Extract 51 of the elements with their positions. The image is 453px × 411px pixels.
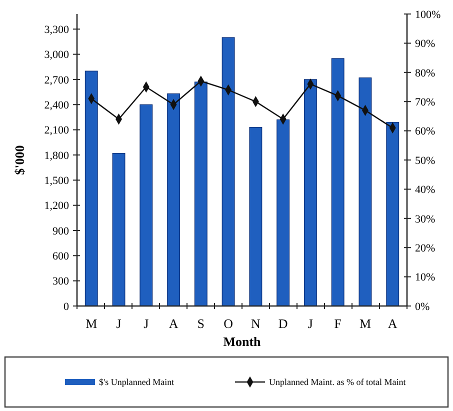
x-tick-label: N	[251, 316, 261, 331]
y-tick-label: 1,200	[44, 200, 70, 212]
legend-label: Unplanned Maint. as % of total Maint	[269, 377, 406, 388]
bar	[112, 152, 126, 306]
y-tick-label: 1,500	[44, 174, 70, 187]
y2-tick-label: 50%	[415, 154, 436, 167]
bar	[331, 58, 344, 306]
y2-tick-label: 20%	[415, 242, 436, 254]
bar	[84, 70, 98, 306]
x-tick-label: D	[278, 316, 288, 331]
y-tick-label: 2,700	[44, 74, 70, 86]
x-tick-label: A	[388, 316, 398, 331]
x-tick-label: J	[116, 316, 122, 331]
y2-tick-label: 10%	[415, 272, 436, 284]
y-tick-label: 900	[52, 225, 70, 238]
y2-tick-label: 80%	[415, 67, 436, 80]
y2-tick-label: 90%	[415, 38, 436, 50]
bar	[386, 122, 400, 306]
y2-tick-label: 100%	[415, 8, 441, 21]
y2-tick-label: 70%	[415, 96, 436, 108]
x-tick-label: M	[359, 316, 372, 331]
y2-tick-label: 0%	[415, 300, 430, 313]
y2-tick-label: 30%	[415, 213, 436, 226]
x-tick-label: J	[144, 316, 149, 331]
bar	[167, 93, 180, 306]
y-tick-label: 3,000	[44, 49, 70, 62]
x-tick-label: J	[308, 316, 313, 331]
y-tick-label: 2,400	[44, 99, 70, 112]
y2-tick-label: 40%	[415, 184, 436, 196]
bar	[358, 77, 372, 306]
x-tick-label: M	[86, 316, 98, 331]
y-tick-label: 300	[52, 276, 70, 288]
y-tick-label: 1,800	[44, 150, 70, 162]
x-tick-label: O	[224, 316, 233, 331]
x-tick-label: A	[168, 316, 179, 331]
y2-tick-label: 60%	[415, 126, 436, 138]
bar	[276, 119, 290, 306]
x-tick-label: S	[197, 316, 205, 331]
bar	[140, 104, 153, 306]
bar	[222, 37, 235, 306]
y-tick-label: 2,100	[44, 124, 70, 137]
y-tick-label: 0	[64, 300, 70, 313]
bar	[249, 126, 262, 306]
y-tick-label: 600	[52, 250, 70, 263]
x-axis-title: Month	[223, 334, 262, 349]
legend-label: $'s Unplanned Maint	[99, 377, 175, 388]
bar	[304, 79, 317, 306]
y-axis-title: $'000	[12, 145, 27, 175]
bar	[194, 82, 208, 306]
x-tick-label: F	[334, 316, 342, 331]
y-tick-label: 3,300	[44, 24, 70, 36]
